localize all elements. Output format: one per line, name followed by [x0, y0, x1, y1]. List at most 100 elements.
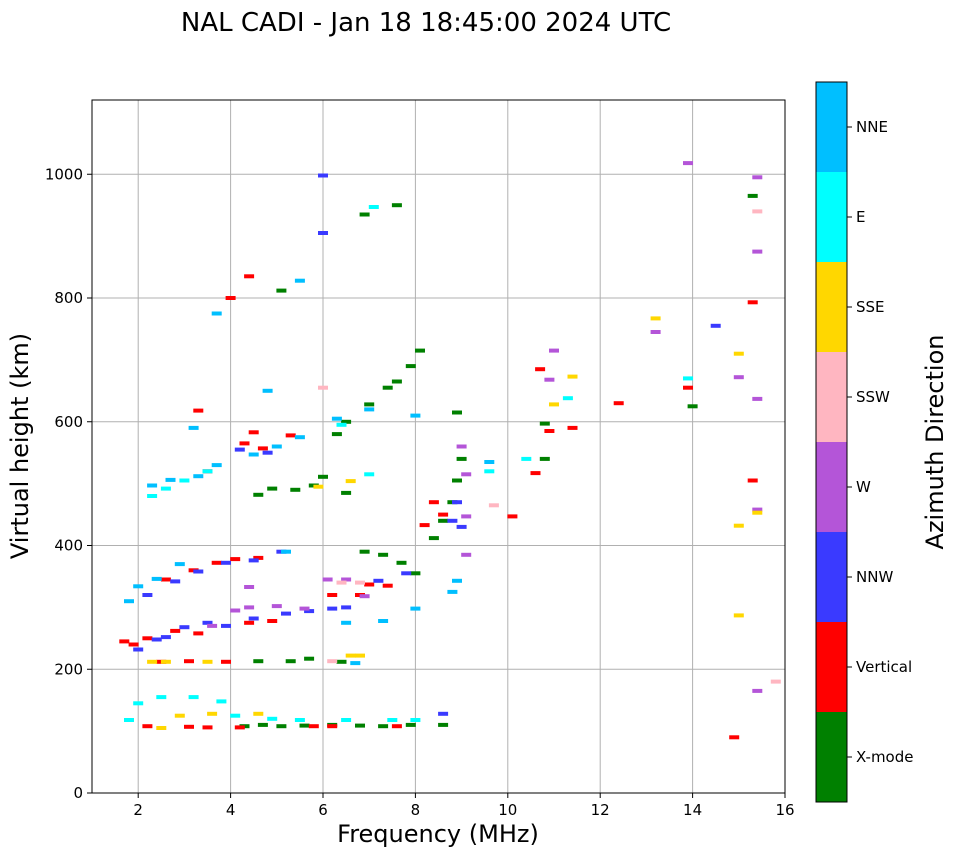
- echo-point-nnw: [710, 323, 721, 328]
- echo-point-vertical: [438, 512, 449, 517]
- echo-point-vertical: [267, 619, 278, 623]
- colorbar-tick-label: SSE: [856, 298, 885, 316]
- echo-point-x-mode: [355, 723, 365, 728]
- echo-point-x-mode: [396, 560, 407, 565]
- echo-point-ssw: [318, 385, 328, 390]
- echo-point-nne: [281, 549, 291, 554]
- echo-point-sse: [650, 316, 661, 321]
- x-tick-label: 2: [133, 801, 143, 819]
- echo-point-nnw: [438, 711, 449, 716]
- echo-point-x-mode: [318, 474, 328, 479]
- echo-point-nne: [484, 460, 495, 464]
- echo-point-vertical: [391, 724, 402, 729]
- y-tick-label: 1000: [45, 165, 83, 183]
- echo-point-e: [387, 718, 398, 722]
- colorbar-segment: [816, 622, 847, 712]
- echo-point-w: [752, 507, 763, 512]
- echo-point-vertical: [257, 446, 268, 451]
- colorbar-segment: [816, 712, 847, 802]
- echo-point-ssw: [327, 659, 338, 664]
- echo-point-x-mode: [452, 410, 462, 415]
- echo-point-ssw: [488, 503, 499, 508]
- echo-point-vertical: [729, 735, 740, 740]
- echo-point-nnw: [327, 606, 338, 611]
- echo-point-nne: [124, 599, 134, 604]
- echo-point-nnw: [248, 616, 259, 621]
- echo-point-w: [456, 444, 467, 449]
- echo-point-nnw: [193, 569, 204, 574]
- echo-point-x-mode: [410, 571, 421, 576]
- echo-point-vertical: [364, 582, 375, 587]
- echo-point-nnw: [373, 578, 384, 583]
- echo-point-x-mode: [253, 659, 264, 664]
- echo-point-e: [202, 469, 213, 474]
- echo-point-nnw: [221, 623, 231, 628]
- echo-point-sse: [156, 726, 167, 730]
- echo-point-nnw: [221, 560, 231, 565]
- echo-point-nne: [248, 452, 259, 457]
- echo-point-vertical: [285, 433, 296, 438]
- echo-point-vertical: [142, 724, 153, 729]
- echo-point-e: [341, 718, 352, 722]
- echo-point-e: [267, 716, 278, 721]
- echo-point-w: [461, 514, 472, 519]
- echo-point-sse: [313, 484, 324, 489]
- echo-point-nne: [294, 278, 305, 283]
- echo-point-nne: [211, 463, 222, 468]
- echo-point-w: [244, 605, 255, 610]
- echo-point-x-mode: [359, 549, 370, 554]
- colorbar-tick-label: X-mode: [856, 748, 913, 766]
- colorbar-frame: [815, 81, 848, 803]
- x-tick-label: 8: [411, 801, 421, 819]
- echo-point-vertical: [160, 577, 171, 582]
- echo-point-e: [484, 469, 495, 474]
- echo-point-x-mode: [341, 419, 352, 424]
- echo-point-e: [188, 695, 199, 700]
- echo-point-w: [752, 396, 763, 401]
- echo-point-vertical: [535, 367, 546, 372]
- colorbar-tick-label: W: [856, 478, 871, 496]
- y-axis-ticks: 0 200 400 600 800 1000: [45, 165, 92, 802]
- echo-point-vertical: [747, 300, 758, 305]
- echo-point-w: [461, 472, 472, 477]
- colorbar-tick-label: Vertical: [856, 658, 912, 676]
- colorbar-segment: [816, 262, 847, 352]
- echo-point-vertical: [119, 639, 130, 644]
- echo-point-nnw: [262, 450, 273, 455]
- echo-point-w: [683, 161, 693, 166]
- colorbar-tick-label: SSW: [856, 388, 890, 406]
- x-tick-label: 16: [775, 801, 794, 819]
- echo-point-x-mode: [539, 456, 550, 461]
- echo-point-x-mode: [405, 722, 416, 727]
- echo-point-nne: [294, 435, 305, 440]
- echo-point-w: [244, 585, 255, 589]
- echo-point-vertical: [184, 724, 194, 729]
- echo-point-x-mode: [405, 364, 416, 369]
- echo-point-nnw: [341, 605, 352, 610]
- echo-point-w: [271, 604, 282, 609]
- echo-point-w: [322, 577, 333, 582]
- echo-point-nne: [174, 562, 185, 567]
- echo-point-nne: [378, 619, 389, 623]
- x-axis-label: Frequency (MHz): [337, 820, 539, 848]
- echo-point-x-mode: [331, 432, 342, 437]
- echo-point-e: [368, 205, 379, 209]
- echo-point-nne: [350, 661, 361, 666]
- echo-point-nne: [262, 388, 273, 393]
- echo-point-nnw: [170, 579, 181, 584]
- echo-point-vertical: [747, 478, 758, 483]
- echo-point-w: [207, 623, 218, 628]
- echo-point-sse: [549, 402, 559, 407]
- echo-point-e: [521, 456, 532, 461]
- echo-point-nnw: [234, 447, 245, 452]
- echo-point-x-mode: [438, 518, 449, 523]
- echo-point-vertical: [184, 659, 194, 664]
- echo-point-nnw: [151, 637, 162, 642]
- y-axis-label: Virtual height (km): [6, 333, 34, 559]
- echo-point-vertical: [244, 620, 255, 625]
- echo-point-ssw: [336, 580, 347, 585]
- echo-point-vertical: [234, 725, 245, 730]
- echo-point-vertical: [253, 555, 264, 560]
- echo-point-x-mode: [364, 402, 375, 407]
- echo-point-nne: [133, 584, 144, 589]
